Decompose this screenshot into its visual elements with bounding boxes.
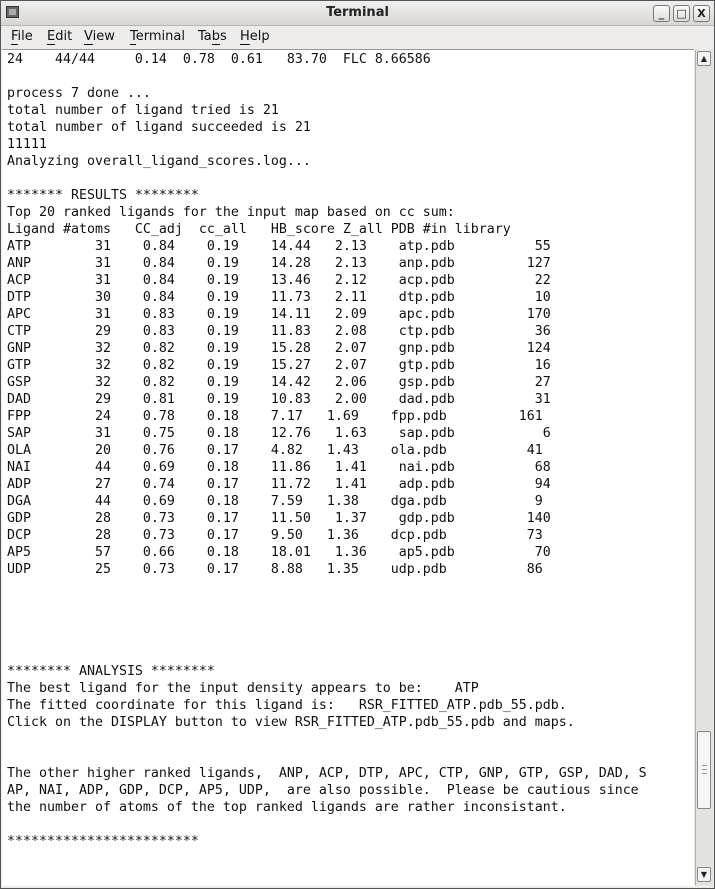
output-line: Top 20 ranked ligands for the input map … [7, 205, 455, 220]
menu-terminal-label[interactable]: Terminal [130, 29, 185, 45]
title-bar[interactable]: Terminal _ □ X [1, 1, 714, 26]
mnemonic-underline [11, 44, 18, 45]
output-line: total number of ligand succeeded is 21 [7, 120, 311, 135]
output-line: ************************ [7, 834, 199, 849]
output-line: Click on the DISPLAY button to view RSR_… [7, 715, 575, 730]
terminal-app-icon[interactable] [6, 6, 19, 18]
mnemonic-underline [211, 44, 221, 45]
output-line: The fitted coordinate for this ligand is… [7, 698, 567, 713]
terminal-text: 24 44/44 0.14 0.78 0.61 83.70 FLC 8.6658… [7, 51, 647, 850]
scroll-up-arrow-icon[interactable]: ▲ [697, 51, 711, 66]
results-row: DAD 29 0.81 0.19 10.83 2.00 dad.pdb 31 [7, 392, 551, 407]
menu-view-label[interactable]: View [84, 29, 115, 45]
output-line: total number of ligand tried is 21 [7, 103, 279, 118]
menu-view[interactable]: View [84, 29, 115, 45]
output-line [7, 595, 647, 612]
output-line [7, 578, 647, 595]
menu-tabs-label[interactable]: Tabs [198, 29, 227, 45]
window-title: Terminal [326, 5, 389, 20]
output-line: 24 44/44 0.14 0.78 0.61 83.70 FLC 8.6658… [7, 52, 431, 67]
output-line [7, 170, 647, 187]
results-row: GTP 32 0.82 0.19 15.27 2.07 gtp.pdb 16 [7, 358, 551, 373]
output-line: The other higher ranked ligands, ANP, AC… [7, 766, 647, 781]
output-line: Ligand #atoms CC_adj cc_all HB_score Z_a… [7, 222, 511, 237]
output-line [7, 629, 647, 646]
results-row: SAP 31 0.75 0.18 12.76 1.63 sap.pdb 6 [7, 426, 551, 441]
output-line [7, 748, 647, 765]
scroll-thumb[interactable] [697, 731, 711, 810]
output-line [7, 68, 647, 85]
mnemonic-underline [240, 44, 250, 45]
output-line: AP, NAI, ADP, GDP, DCP, AP5, UDP, are al… [7, 783, 639, 798]
results-row: UDP 25 0.73 0.17 8.88 1.35 udp.pdb 86 [7, 562, 543, 577]
results-row: DGA 44 0.69 0.18 7.59 1.38 dga.pdb 9 [7, 494, 543, 509]
scroll-down-arrow-icon[interactable]: ▼ [697, 867, 711, 882]
results-row: OLA 20 0.76 0.17 4.82 1.43 ola.pdb 41 [7, 443, 543, 458]
output-line: ******* RESULTS ******** [7, 188, 199, 203]
output-line [7, 646, 647, 663]
menu-edit-label[interactable]: Edit [47, 29, 73, 45]
results-row: CTP 29 0.83 0.19 11.83 2.08 ctp.pdb 36 [7, 324, 551, 339]
menu-tabs[interactable]: Tabs [198, 29, 227, 45]
terminal-output[interactable]: 24 44/44 0.14 0.78 0.61 83.70 FLC 8.6658… [2, 49, 694, 886]
results-row: DCP 28 0.73 0.17 9.50 1.36 dcp.pdb 73 [7, 528, 543, 543]
results-row: APC 31 0.83 0.19 14.11 2.09 apc.pdb 170 [7, 307, 551, 322]
results-row: ACP 31 0.84 0.19 13.46 2.12 acp.pdb 22 [7, 273, 551, 288]
output-line: the number of atoms of the top ranked li… [7, 800, 567, 815]
menu-help-label[interactable]: Help [240, 29, 270, 45]
close-button[interactable]: X [693, 5, 710, 22]
output-line [7, 731, 647, 748]
minimize-button[interactable]: _ [653, 5, 670, 22]
output-line [7, 612, 647, 629]
results-row: GSP 32 0.82 0.19 14.42 2.06 gsp.pdb 27 [7, 375, 551, 390]
mnemonic-underline [84, 44, 93, 45]
menu-file-label[interactable]: File [11, 29, 33, 45]
mnemonic-underline [47, 44, 56, 45]
results-row: NAI 44 0.69 0.18 11.86 1.41 nai.pdb 68 [7, 460, 551, 475]
results-row: AP5 57 0.66 0.18 18.01 1.36 ap5.pdb 70 [7, 545, 551, 560]
results-row: GDP 28 0.73 0.17 11.50 1.37 gdp.pdb 140 [7, 511, 551, 526]
menu-terminal[interactable]: Terminal [130, 29, 185, 45]
output-line: 11111 [7, 137, 47, 152]
grip-icon [702, 765, 707, 775]
menu-bar: File Edit View Terminal Tabs Help [1, 26, 714, 49]
output-line: The best ligand for the input density ap… [7, 681, 479, 696]
output-line: process 7 done ... [7, 86, 151, 101]
results-row: FPP 24 0.78 0.18 7.17 1.69 fpp.pdb 161 [7, 409, 543, 424]
results-row: GNP 32 0.82 0.19 15.28 2.07 gnp.pdb 124 [7, 341, 551, 356]
output-line: ******** ANALYSIS ******** [7, 664, 215, 679]
results-row: ATP 31 0.84 0.19 14.44 2.13 atp.pdb 55 [7, 239, 551, 254]
menu-help[interactable]: Help [240, 29, 270, 45]
output-line: Analyzing overall_ligand_scores.log... [7, 154, 311, 169]
maximize-button[interactable]: □ [673, 5, 690, 22]
results-row: ADP 27 0.74 0.17 11.72 1.41 adp.pdb 94 [7, 477, 551, 492]
vertical-scrollbar[interactable]: ▲ ▼ [695, 50, 713, 885]
menu-file[interactable]: File [11, 29, 33, 45]
menu-edit[interactable]: Edit [47, 29, 73, 45]
results-row: ANP 31 0.84 0.19 14.28 2.13 anp.pdb 127 [7, 256, 551, 271]
mnemonic-underline [130, 44, 136, 45]
output-line [7, 816, 647, 833]
results-row: DTP 30 0.84 0.19 11.73 2.11 dtp.pdb 10 [7, 290, 551, 305]
